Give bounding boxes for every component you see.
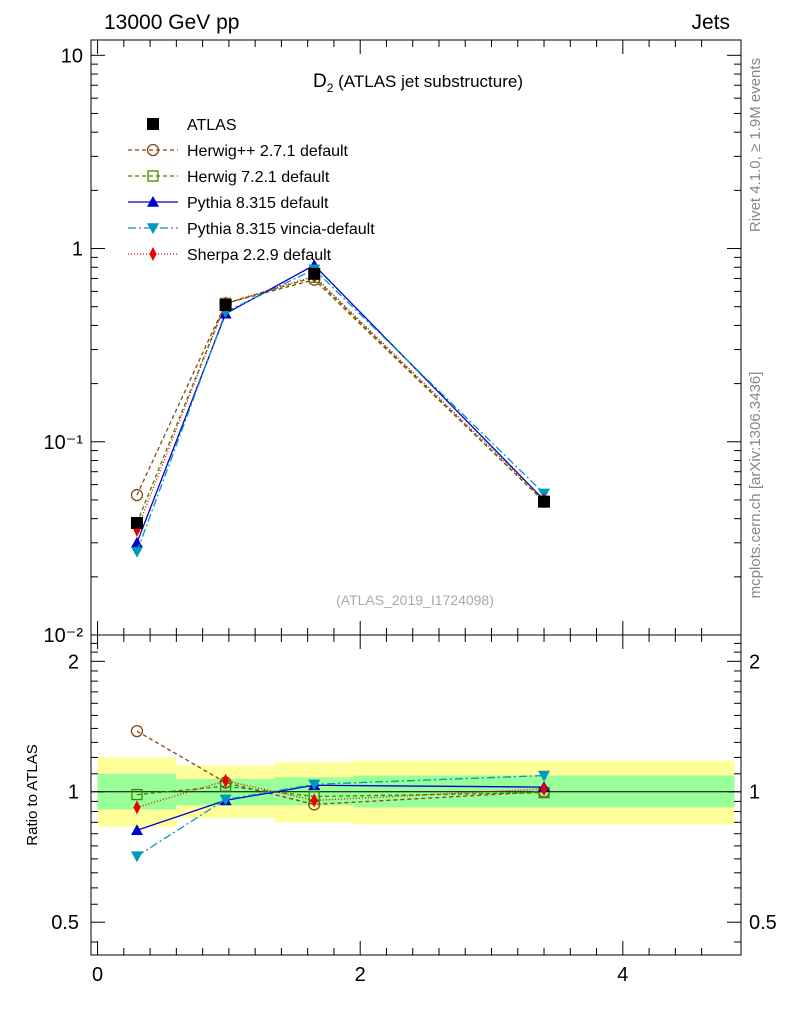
mcplots-label: mcplots.cern.ch [arXiv:1306.3436] bbox=[747, 372, 764, 599]
x-tick-label: 0 bbox=[92, 964, 103, 986]
ratio-data-point bbox=[130, 824, 143, 836]
ratio-y-tick-label-right: 1 bbox=[749, 782, 760, 804]
header-jets-label: Jets bbox=[691, 11, 730, 34]
ratio-data-point bbox=[310, 793, 318, 808]
main-data-point bbox=[219, 299, 232, 312]
ratio-series-group bbox=[130, 724, 551, 863]
legend-entry: ATLAS bbox=[147, 117, 237, 134]
main-data-point bbox=[130, 536, 143, 548]
legend-marker bbox=[147, 170, 159, 182]
main-data-point bbox=[130, 516, 143, 529]
ratio-data-point bbox=[221, 773, 230, 788]
chart-title-subscript: 2 bbox=[327, 81, 334, 95]
legend-entry: Pythia 8.315 default bbox=[128, 195, 329, 212]
main-y-tick-label: 1 bbox=[72, 239, 83, 261]
main-series-line bbox=[136, 268, 545, 552]
legend-label: Sherpa 2.2.9 default bbox=[187, 247, 332, 264]
rivet-version-label: Rivet 4.1.0, ≥ 1.9M events bbox=[747, 58, 764, 232]
main-data-point bbox=[308, 267, 321, 280]
chart-title: D2 (ATLAS jet substructure) bbox=[313, 71, 523, 95]
x-tick-label: 4 bbox=[617, 964, 628, 986]
legend-entry: Sherpa 2.2.9 default bbox=[128, 247, 332, 264]
ratio-y-tick-label-left: 2 bbox=[68, 651, 79, 673]
chart-title-main: D bbox=[313, 71, 327, 92]
legend: ATLAS Herwig++ 2.7.1 default Herwig 7.2.1 … bbox=[128, 117, 375, 264]
legend-marker bbox=[146, 143, 160, 157]
ratio-data-point bbox=[308, 779, 321, 791]
ratio-y-tick-label-right: 0.5 bbox=[749, 912, 777, 934]
analysis-id-watermark: (ATLAS_2019_I1724098) bbox=[336, 592, 494, 608]
ratio-y-tick-label-right: 2 bbox=[749, 651, 760, 673]
legend-entry: Herwig 7.2.1 default bbox=[128, 169, 330, 186]
main-data-point bbox=[130, 488, 144, 502]
ratio-y-tick-label-left: 1 bbox=[68, 782, 79, 804]
legend-entry: Pythia 8.315 vincia-default bbox=[128, 221, 375, 238]
legend-marker bbox=[147, 118, 159, 130]
ratio-data-point bbox=[133, 800, 141, 815]
ratio-data-point bbox=[130, 851, 143, 863]
main-series-line bbox=[136, 278, 545, 503]
legend-marker bbox=[149, 247, 157, 261]
ratio-y-tick-label-left: 0.5 bbox=[51, 912, 79, 934]
ratio-series-line bbox=[136, 774, 545, 857]
ratio-data-point bbox=[130, 724, 144, 738]
main-axis-ticks: 10 1 10⁻¹ 10⁻² bbox=[44, 40, 741, 647]
main-y-tick-label: 10 bbox=[61, 45, 83, 67]
legend-label: Herwig++ 2.7.1 default bbox=[187, 143, 349, 160]
main-data-point bbox=[130, 546, 143, 558]
legend-label: Herwig 7.2.1 default bbox=[187, 169, 330, 186]
ratio-data-point bbox=[219, 794, 232, 806]
x-tick-label: 2 bbox=[355, 964, 366, 986]
legend-marker bbox=[147, 196, 159, 207]
legend-label: Pythia 8.315 vincia-default bbox=[187, 221, 375, 238]
ratio-axis-ticks: 2 2 1 1 0.5 0.5 0 2 4 bbox=[51, 635, 777, 986]
ratio-data-point bbox=[538, 770, 551, 782]
ratio-data-point bbox=[131, 788, 143, 801]
legend-marker bbox=[147, 223, 159, 234]
main-series-line bbox=[136, 275, 545, 531]
main-y-tick-label: 10⁻² bbox=[44, 625, 84, 647]
ratio-series-line bbox=[136, 784, 545, 831]
main-series-line bbox=[136, 276, 545, 524]
main-series-line bbox=[136, 264, 545, 544]
ratio-data-point bbox=[540, 781, 548, 796]
main-series-group bbox=[130, 259, 551, 558]
ratio-y-axis-label: Ratio to ATLAS bbox=[24, 744, 41, 845]
main-data-point bbox=[538, 495, 551, 508]
legend-label: ATLAS bbox=[187, 117, 237, 134]
legend-label: Pythia 8.315 default bbox=[187, 195, 329, 212]
main-y-tick-label: 10⁻¹ bbox=[44, 432, 84, 454]
ratio-plot-frame bbox=[90, 634, 742, 956]
chart-title-rest: (ATLAS jet substructure) bbox=[333, 72, 523, 91]
ratio-uncertainty-bands bbox=[91, 757, 741, 827]
header-energy-label: 13000 GeV pp bbox=[104, 11, 239, 34]
legend-entry: Herwig++ 2.7.1 default bbox=[128, 143, 349, 160]
